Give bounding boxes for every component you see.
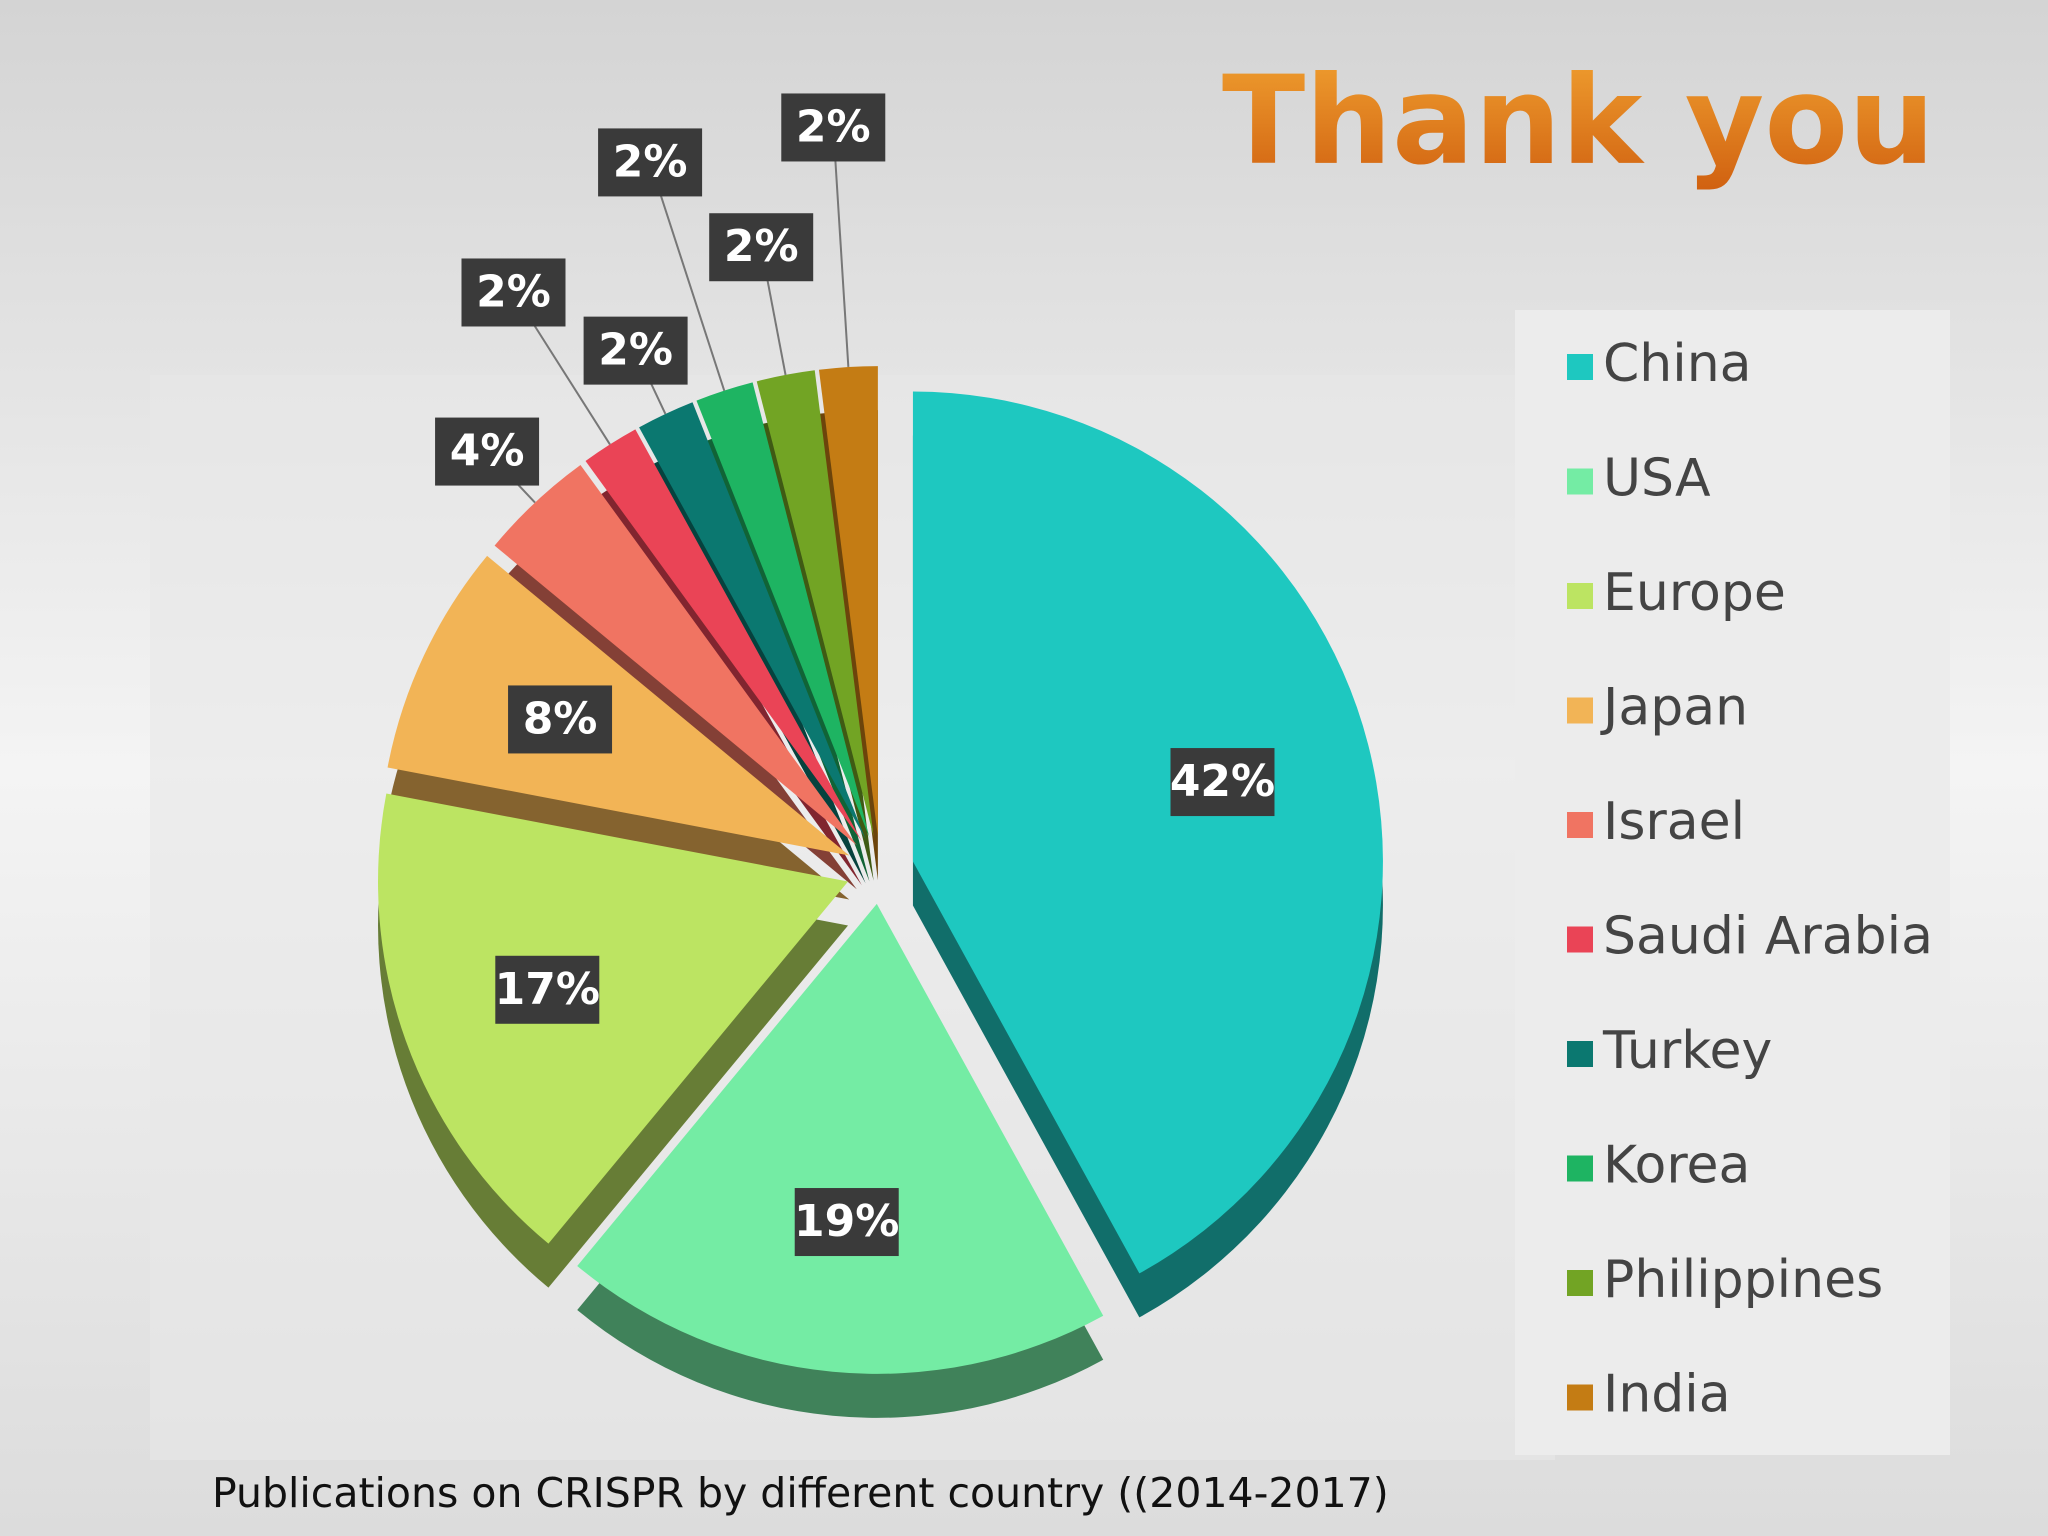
legend-label: Korea: [1603, 1136, 1750, 1196]
data-label: 19%: [794, 1196, 899, 1247]
legend-swatch: [1567, 1384, 1593, 1411]
slice: [756, 370, 874, 837]
data-label: 2%: [796, 101, 871, 152]
label-box: [598, 128, 703, 197]
legend-label: Israel: [1603, 792, 1745, 852]
data-label: 4%: [450, 426, 525, 477]
slice: [912, 391, 1383, 1274]
legend-swatch: [1567, 468, 1593, 495]
label-box: [495, 955, 600, 1024]
legend-swatch: [1567, 926, 1593, 953]
data-label: 2%: [476, 266, 551, 317]
data-label: 2%: [613, 136, 688, 187]
label-box: [709, 213, 814, 282]
legend: China USA Europe Japan Israel Saudi Arabia Tur…: [1567, 334, 1933, 1425]
legend-label: China: [1603, 334, 1752, 394]
legend-label: Europe: [1603, 563, 1786, 623]
leader-line: [649, 162, 726, 391]
legend-label: USA: [1603, 449, 1711, 509]
legend-swatch: [1567, 583, 1593, 609]
slice: [577, 903, 1104, 1374]
caption: Publications on CRISPR by different coun…: [212, 1469, 1389, 1517]
legend-label: India: [1603, 1365, 1731, 1425]
slice: [494, 464, 857, 846]
label-box: [1170, 748, 1275, 817]
slice: [387, 555, 850, 856]
data-label: 42%: [1170, 756, 1275, 807]
slices: [378, 366, 1383, 1374]
slice: [696, 382, 870, 838]
label-box: [583, 316, 688, 385]
data-label: 2%: [598, 325, 673, 376]
slice: [378, 793, 849, 1244]
legend-swatch: [1567, 697, 1593, 724]
label-box: [435, 417, 540, 486]
legend-label: Saudi Arabia: [1603, 907, 1933, 967]
legend-swatch: [1567, 1270, 1593, 1296]
label-box: [461, 258, 566, 327]
slice: [585, 429, 862, 842]
legend-label: Philippines: [1603, 1250, 1883, 1310]
legend-swatch: [1567, 812, 1593, 838]
data-label: 8%: [523, 693, 598, 744]
legend-label: Japan: [1600, 678, 1748, 738]
data-label: 2%: [724, 221, 799, 272]
slice: [639, 402, 866, 840]
legend-swatch: [1567, 354, 1593, 380]
title: Thank you: [1222, 50, 1935, 192]
label-box: [508, 685, 613, 754]
data-label: 17%: [495, 964, 600, 1015]
leader-line: [832, 127, 850, 368]
label-box: [781, 93, 886, 162]
legend-swatch: [1567, 1041, 1593, 1067]
legend-box: [1515, 310, 1950, 1455]
legend-swatch: [1567, 1155, 1593, 1182]
slice: [818, 366, 878, 837]
label-box: [794, 1188, 899, 1257]
data-labels: 42% 19% 17% 8% 4% 2% 2% 2% 2% 2%: [435, 93, 1275, 1257]
legend-label: Turkey: [1602, 1021, 1772, 1081]
